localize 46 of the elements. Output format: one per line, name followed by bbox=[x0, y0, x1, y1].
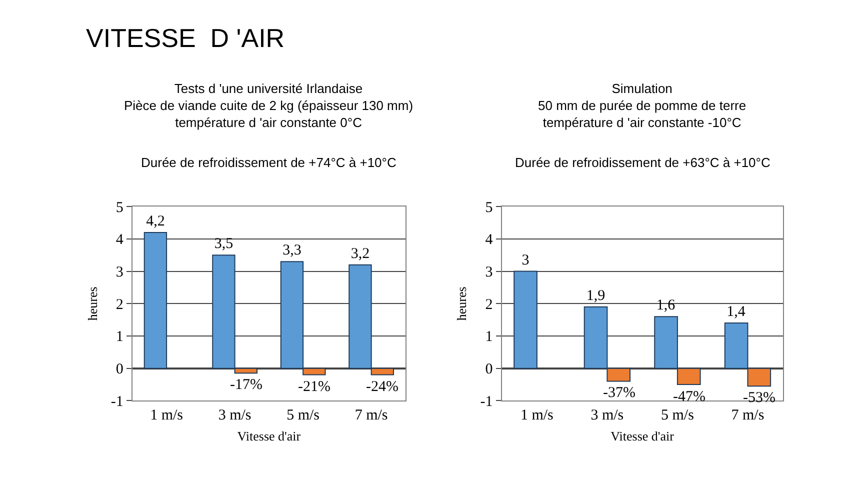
x-tick-label: 1 m/s bbox=[150, 408, 184, 424]
y-tick-label: 5 bbox=[485, 200, 493, 216]
annotation: -17% bbox=[230, 377, 262, 393]
y-tick-label: -1 bbox=[480, 394, 493, 410]
bar bbox=[514, 270, 538, 369]
annotation: -53% bbox=[743, 390, 776, 406]
x-tick-label: 5 m/s bbox=[286, 408, 320, 424]
data-label: 1,4 bbox=[726, 304, 746, 320]
chart-subtitle: Durée de refroidissement de +74°C à +10°C bbox=[141, 155, 396, 170]
x-tick-label: 3 m/s bbox=[590, 408, 624, 424]
y-axis-title: heures bbox=[454, 286, 470, 321]
y-tick-label: 0 bbox=[485, 362, 493, 378]
data-label: 4,2 bbox=[146, 214, 165, 230]
y-tick-label: 1 bbox=[116, 329, 124, 346]
x-tick-label: 7 m/s bbox=[354, 408, 388, 424]
annotation: -47% bbox=[673, 389, 706, 405]
data-label: 3,3 bbox=[282, 242, 302, 259]
y-tick-label: 0 bbox=[116, 362, 124, 378]
y-tick-label: 2 bbox=[485, 296, 493, 313]
annotation: -24% bbox=[366, 379, 398, 395]
x-tick-label: 3 m/s bbox=[218, 408, 252, 424]
text: VITESSE D 'AIR bbox=[86, 23, 285, 53]
x-tick-label: 1 m/s bbox=[520, 408, 554, 424]
y-tick-label: 3 bbox=[116, 264, 124, 281]
y-tick-label: 3 bbox=[485, 264, 493, 281]
x-axis-title: Vitesse d'air bbox=[610, 428, 675, 444]
data-label: 3,2 bbox=[350, 246, 370, 262]
data-label: 3 bbox=[522, 252, 530, 268]
y-tick-label: -1 bbox=[110, 394, 124, 410]
x-axis-title: Vitesse d'air bbox=[237, 428, 302, 444]
bar bbox=[144, 232, 168, 369]
data-label: 1,9 bbox=[586, 288, 606, 304]
y-axis-title: heures bbox=[84, 286, 100, 321]
y-tick-label: 5 bbox=[116, 200, 124, 216]
chart-subtitle: Durée de refroidissement de +63°C à +10°C bbox=[515, 155, 770, 170]
y-tick-label: 2 bbox=[116, 296, 124, 313]
annotation: -21% bbox=[298, 379, 330, 395]
y-tick-label: 4 bbox=[116, 232, 124, 248]
x-tick-label: 5 m/s bbox=[660, 408, 694, 424]
chart-title: Simulation 50 mm de purée de pomme de terre température d 'air constante -10°C bbox=[538, 81, 746, 130]
data-label: 3,5 bbox=[214, 236, 234, 252]
chart-title: Tests d 'une université Irlandaise Pièce de viande cuite de 2 kg (épaisseur 130 mm) température d 'air constante 0°C bbox=[124, 81, 414, 130]
x-tick-label: 7 m/s bbox=[731, 408, 764, 424]
y-tick-label: 1 bbox=[485, 329, 493, 346]
annotation: -37% bbox=[603, 385, 636, 401]
y-tick-label: 4 bbox=[485, 232, 494, 248]
